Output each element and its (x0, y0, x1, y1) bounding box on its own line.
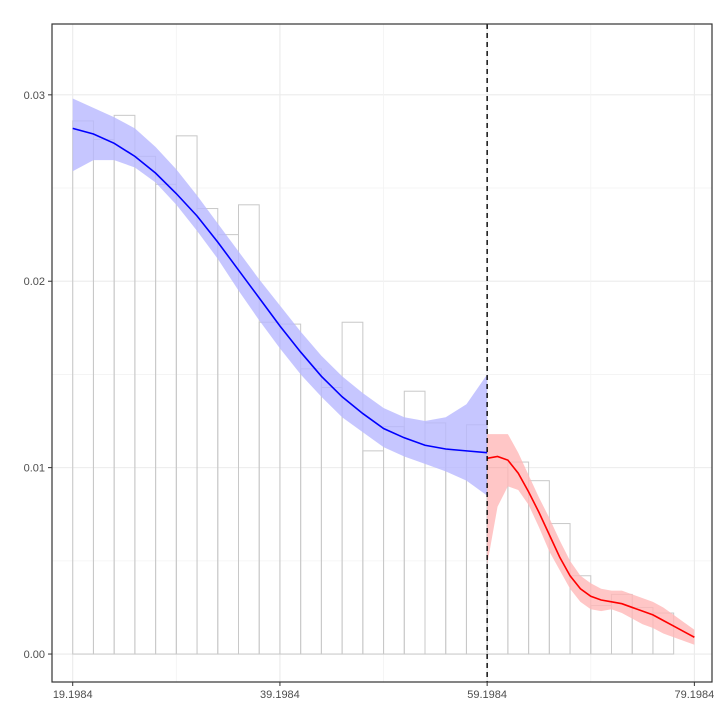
x-tick-label: 19.1984 (53, 689, 93, 701)
axes: 0.00 0.01 0.02 0.03 19.1984 39.1984 59.1984 79.… (24, 90, 715, 701)
fitted-lines (72, 127, 695, 638)
x-tick-label: 39.1984 (260, 689, 300, 701)
y-tick-label: 0.02 (24, 276, 45, 288)
fitted-line (487, 455, 695, 638)
y-tick-label: 0.01 (24, 463, 45, 475)
fitted-line (72, 127, 488, 454)
confidence-band (72, 98, 488, 496)
x-tick-label: 79.1984 (674, 689, 714, 701)
x-tick-label: 59.1984 (467, 689, 507, 701)
y-tick-label: 0.00 (24, 649, 45, 661)
plot-panel (52, 24, 712, 682)
y-tick-label: 0.03 (24, 90, 45, 102)
plot-border (51, 23, 713, 683)
confidence-band (487, 434, 695, 645)
confidence-bands (72, 98, 695, 645)
